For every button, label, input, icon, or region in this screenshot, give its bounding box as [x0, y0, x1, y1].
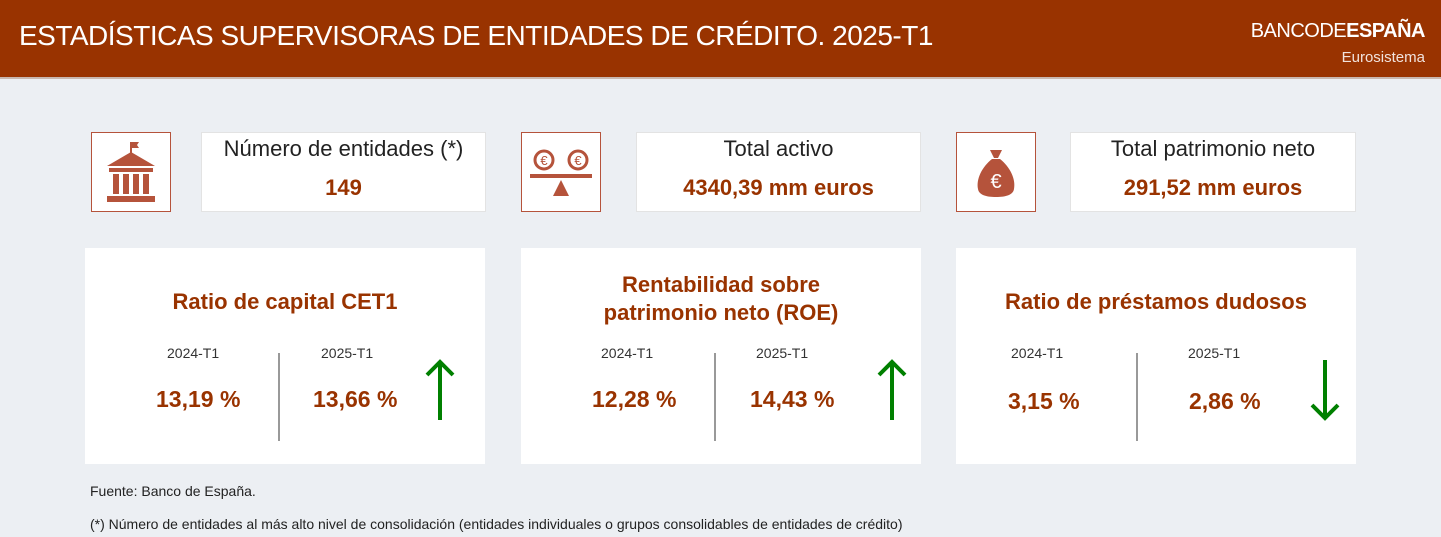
- footnote: (*) Número de entidades al más alto nive…: [90, 516, 903, 532]
- kpi-label: Total patrimonio neto: [1110, 136, 1316, 161]
- value-previous: 12,28 %: [592, 386, 677, 412]
- logo-text: DE: [1319, 20, 1347, 42]
- euro-money-bag-icon: €: [956, 132, 1036, 212]
- kpi-total-activo: Total activo 4340,39 mm euros: [636, 132, 921, 212]
- source-note: Fuente: Banco de España.: [90, 483, 256, 499]
- card-title: Ratio de capital CET1: [172, 289, 398, 314]
- euro-balance-scale-icon: € €: [521, 132, 601, 212]
- arrow-up-icon: [877, 359, 907, 420]
- divider: [714, 353, 716, 441]
- value-previous: 13,19 %: [156, 386, 241, 412]
- arrow-up-icon: [425, 359, 455, 420]
- arrow-down-icon: [1310, 360, 1340, 421]
- divider: [1136, 353, 1138, 441]
- svg-text:€: €: [574, 153, 582, 168]
- kpi-label: Total activo: [723, 136, 834, 161]
- value-current: 14,43 %: [750, 386, 835, 412]
- period-label: 2025-T1: [321, 345, 374, 361]
- card-title: Ratio de préstamos dudosos: [1005, 289, 1307, 314]
- logo-text: ESPAÑA: [1346, 20, 1425, 42]
- page-title: ESTADÍSTICAS SUPERVISORAS DE ENTIDADES D…: [19, 20, 933, 51]
- period-label: 2024-T1: [601, 345, 654, 361]
- divider: [278, 353, 280, 441]
- kpi-value: 291,52 mm euros: [1123, 175, 1303, 200]
- kpi-label: Número de entidades (*): [223, 136, 464, 161]
- kpi-total-patrimonio: Total patrimonio neto 291,52 mm euros: [1070, 132, 1356, 212]
- period-label: 2024-T1: [167, 345, 220, 361]
- value-current: 2,86 %: [1189, 388, 1261, 414]
- value-previous: 3,15 %: [1008, 388, 1080, 414]
- card-prestamos-dudosos: Ratio de préstamos dudosos 2024-T1 3,15 …: [956, 248, 1356, 464]
- card-title: Rentabilidad sobre patrimonio neto (ROE): [603, 272, 839, 325]
- logo-text: BANCO: [1250, 20, 1320, 42]
- logo-subtitle: Eurosistema: [1341, 49, 1425, 66]
- kpi-value: 149: [325, 175, 362, 200]
- card-cet1: Ratio de capital CET1 2024-T1 13,19 % 20…: [85, 248, 485, 464]
- period-label: 2025-T1: [756, 345, 809, 361]
- kpi-value: 4340,39 mm euros: [683, 175, 874, 200]
- svg-text:€: €: [540, 153, 548, 168]
- value-current: 13,66 %: [313, 386, 398, 412]
- header: ESTADÍSTICAS SUPERVISORAS DE ENTIDADES D…: [0, 0, 1441, 79]
- card-roe: Rentabilidad sobre patrimonio neto (ROE)…: [521, 248, 921, 464]
- period-label: 2025-T1: [1188, 345, 1241, 361]
- banco-de-espana-logo: BANCODEESPAÑA Eurosistema: [1250, 20, 1426, 66]
- kpi-numero-entidades: Número de entidades (*) 149: [201, 132, 486, 212]
- svg-text:€: €: [990, 171, 1001, 193]
- period-label: 2024-T1: [1011, 345, 1064, 361]
- bank-building-icon: [91, 132, 171, 212]
